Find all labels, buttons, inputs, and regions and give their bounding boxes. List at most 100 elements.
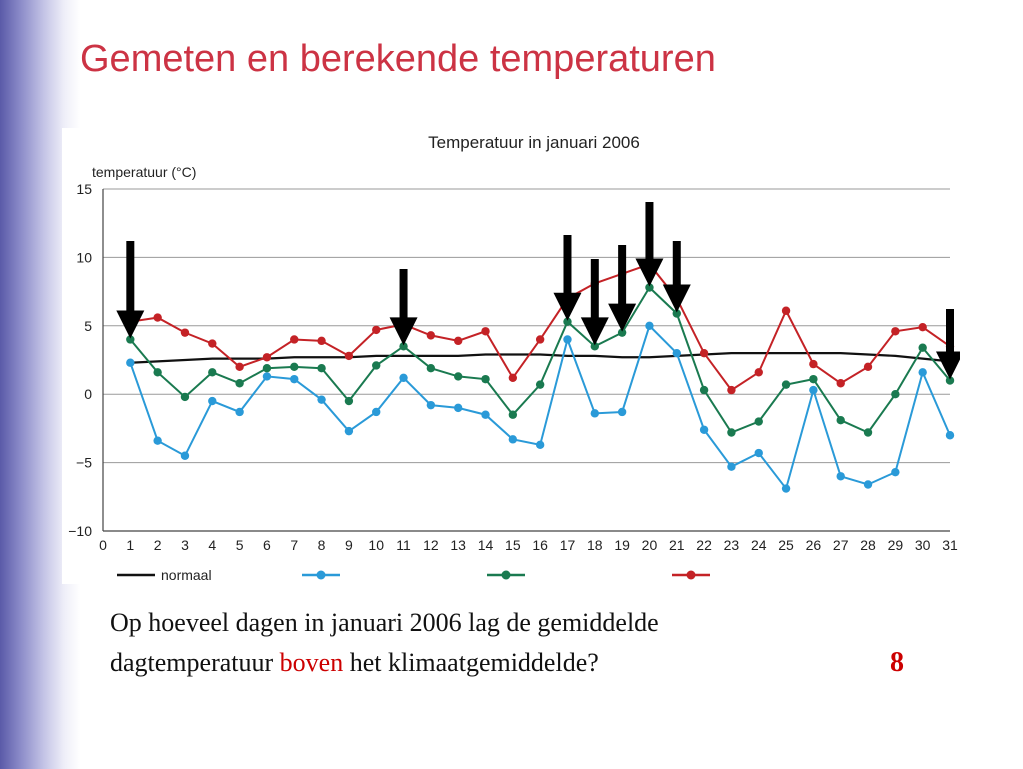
data-point-blue <box>754 448 763 458</box>
x-tick-label: 15 <box>505 537 521 553</box>
x-tick-label: 3 <box>181 537 189 553</box>
x-tick-label: 25 <box>778 537 794 553</box>
x-tick-label: 17 <box>560 537 576 553</box>
data-point-blue <box>535 440 545 450</box>
data-point-blue <box>208 396 217 406</box>
data-point-red <box>809 359 818 369</box>
data-point-blue <box>262 372 272 381</box>
x-tick-label: 8 <box>318 537 326 553</box>
x-tick-label: 24 <box>751 537 767 553</box>
data-point-red <box>235 362 244 372</box>
data-point-red <box>290 335 299 344</box>
x-tick-label: 26 <box>806 537 822 553</box>
data-point-blue <box>235 407 244 417</box>
data-point-green <box>754 417 763 426</box>
data-point-green <box>945 376 955 385</box>
data-point-green <box>453 372 463 381</box>
data-point-green <box>891 390 900 399</box>
x-tick-label: 5 <box>236 537 244 553</box>
data-point-red <box>535 335 545 344</box>
data-point-red <box>453 336 463 346</box>
data-point-green <box>645 283 654 292</box>
data-point-blue <box>453 403 463 413</box>
y-tick-label: −5 <box>76 455 92 471</box>
data-point-red <box>754 368 763 377</box>
chart-svg: Temperatuur in januari 2006 temperatuur (… <box>68 133 960 583</box>
data-point-red <box>426 331 436 340</box>
data-point-red <box>781 306 791 315</box>
answer-value: 8 <box>890 647 904 678</box>
data-point-green <box>781 380 791 389</box>
data-point-blue <box>863 480 873 489</box>
data-point-red <box>918 322 927 332</box>
data-point-red <box>180 328 190 337</box>
legend-label: normaal <box>161 567 212 583</box>
data-point-green <box>262 364 272 373</box>
data-point-red <box>891 327 900 336</box>
arrow-head <box>635 258 664 287</box>
data-point-red <box>863 362 873 372</box>
x-tick-label: 11 <box>396 537 411 553</box>
x-tick-label: 7 <box>290 537 298 553</box>
data-point-green <box>426 364 436 373</box>
data-point-green <box>153 368 162 377</box>
data-point-blue <box>481 410 490 419</box>
question-highlight: boven <box>279 648 344 677</box>
data-point-green <box>617 328 627 337</box>
x-tick-label: 4 <box>208 537 216 553</box>
data-point-red <box>344 351 354 361</box>
slide-title: Gemeten en berekende temperaturen <box>80 38 716 80</box>
data-point-blue <box>836 472 845 481</box>
data-point-red <box>372 325 381 335</box>
data-point-blue <box>399 373 408 382</box>
x-tick-label: 1 <box>126 537 134 553</box>
data-point-green <box>126 335 135 344</box>
data-point-blue <box>617 407 627 417</box>
data-point-green <box>290 362 299 372</box>
chart-title: Temperatuur in januari 2006 <box>428 133 640 152</box>
legend-marker-green <box>501 570 511 580</box>
x-tick-label: 30 <box>915 537 931 553</box>
data-point-blue <box>781 484 791 493</box>
data-point-green <box>317 364 326 373</box>
data-point-red <box>153 313 162 322</box>
arrow-head <box>662 284 691 313</box>
series-line-red <box>130 263 951 392</box>
question-text: Op hoeveel dagen in januari 2006 lag de … <box>110 603 659 683</box>
data-point-blue <box>945 431 955 440</box>
x-tick-label: 31 <box>942 537 958 553</box>
data-point-green <box>399 342 408 351</box>
x-tick-label: 28 <box>860 537 876 553</box>
data-point-green <box>344 396 354 406</box>
data-point-blue <box>672 348 681 358</box>
data-point-red <box>262 353 272 362</box>
data-point-blue <box>290 374 299 384</box>
data-point-green <box>563 317 572 326</box>
data-point-blue <box>508 435 518 444</box>
series-line-blue <box>129 323 951 491</box>
data-point-green <box>672 309 681 318</box>
data-point-green <box>180 392 190 402</box>
y-tick-label: 10 <box>76 249 92 265</box>
x-tick-label: 2 <box>154 537 162 553</box>
data-point-green <box>235 379 244 388</box>
question-line-2a: dagtemperatuur <box>110 648 280 677</box>
data-point-blue <box>891 467 900 477</box>
x-tick-label: 14 <box>478 537 494 553</box>
arrow-head <box>553 292 582 321</box>
data-point-green <box>809 374 818 384</box>
arrow-head <box>580 317 609 346</box>
y-tick-label: −10 <box>68 523 92 539</box>
data-point-blue <box>426 400 436 410</box>
data-point-blue <box>727 462 736 471</box>
question-line-1: Op hoeveel dagen in januari 2006 lag de … <box>110 608 659 637</box>
data-point-blue <box>344 426 354 436</box>
x-tick-label: 21 <box>669 537 685 553</box>
data-point-green <box>590 342 600 351</box>
data-point-blue <box>590 409 600 418</box>
data-point-red <box>317 336 326 346</box>
y-axis-label: temperatuur (°C) <box>92 164 196 180</box>
data-point-red <box>727 385 736 395</box>
x-tick-label: 10 <box>368 537 384 553</box>
arrow-head <box>116 310 145 339</box>
